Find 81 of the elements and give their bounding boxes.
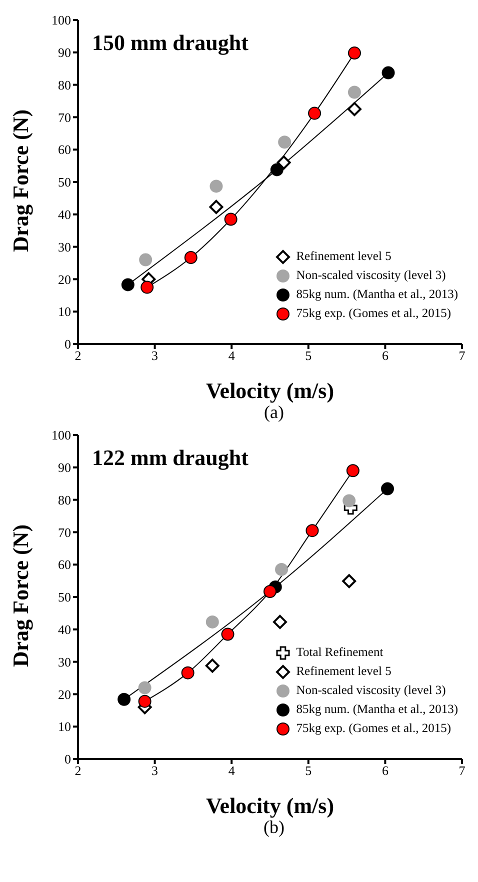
x-tick-label: 3 (152, 348, 158, 364)
y-tick-label: 90 (58, 45, 71, 60)
legend-label: 75kg exp. (Gomes et al., 2015) (296, 305, 452, 322)
x-tick-label: 4 (228, 763, 236, 778)
legend-label: Refinement level 5 (296, 663, 392, 680)
point (348, 46, 361, 60)
y-tick-label: 50 (58, 174, 71, 190)
x-tick-label: 7 (458, 348, 466, 364)
legend-label: Refinement level 5 (296, 248, 392, 265)
point (264, 584, 276, 598)
point (272, 614, 287, 629)
y-tick-label: 10 (58, 719, 71, 734)
x-axis-title: Velocity (m/s) (206, 793, 334, 818)
point (224, 212, 238, 226)
point (140, 280, 154, 294)
y-tick-label: 100 (52, 12, 71, 28)
point (221, 628, 234, 641)
legend-label: Non-scaled viscosity (level 3) (296, 682, 446, 699)
point (275, 562, 288, 576)
y-axis-title: Drag Force (N) (8, 524, 33, 667)
point (342, 574, 356, 588)
y-tick-label: 0 (64, 752, 71, 767)
text: 122 mm draught (92, 445, 248, 471)
point (381, 482, 394, 496)
x-axis-title: Velocity (m/s) (206, 378, 334, 403)
y-tick-label: 30 (58, 654, 71, 670)
text: 150 mm draught (92, 30, 248, 56)
point (308, 106, 322, 120)
legend-label: Non-scaled viscosity (level 3) (296, 267, 446, 284)
x-tick-label: 5 (305, 348, 312, 364)
y-tick-label: 70 (58, 524, 71, 540)
y-tick-label: 100 (52, 428, 71, 443)
point (210, 180, 223, 193)
y-tick-label: 40 (58, 207, 71, 222)
point (278, 136, 292, 149)
y-axis-title: Drag Force (N) (8, 109, 33, 252)
point (121, 278, 134, 292)
y-tick-label: 40 (58, 622, 71, 638)
legend-label: 85kg num. (Mantha et al., 2013) (296, 701, 458, 718)
x-tick-label: 2 (74, 763, 82, 778)
x-tick-label: 2 (74, 348, 82, 364)
y-tick-label: 60 (58, 142, 71, 158)
y-tick-label: 70 (58, 110, 71, 125)
point (206, 615, 219, 628)
point (209, 200, 224, 214)
x-tick-label: 7 (458, 763, 466, 778)
y-tick-label: 60 (58, 557, 71, 572)
y-tick-label: 90 (58, 460, 71, 476)
y-tick-label: 20 (58, 686, 71, 702)
text: (b) (264, 817, 286, 838)
legend-label: Total Refinement (296, 644, 384, 661)
y-tick-label: 0 (64, 336, 71, 352)
legend-label: 85kg num. (Mantha et al., 2013) (296, 286, 458, 303)
text: (a) (264, 402, 285, 423)
y-tick-label: 80 (58, 492, 71, 508)
point (138, 681, 152, 694)
point (138, 694, 152, 708)
point (348, 86, 361, 99)
point (205, 658, 220, 673)
y-tick-label: 30 (58, 239, 71, 254)
point (382, 66, 395, 80)
legend-label: 75kg exp. (Gomes et al., 2015) (296, 720, 452, 737)
point (270, 163, 284, 176)
y-tick-label: 50 (58, 590, 71, 605)
point (276, 156, 291, 170)
point (118, 692, 131, 706)
y-tick-label: 80 (58, 77, 71, 92)
point (181, 666, 194, 680)
x-tick-label: 4 (228, 348, 236, 364)
x-tick-label: 6 (382, 763, 389, 778)
point (139, 253, 152, 266)
point (342, 494, 356, 508)
point (347, 102, 362, 116)
point (346, 464, 360, 478)
x-tick-label: 3 (152, 763, 158, 778)
x-tick-label: 5 (305, 763, 312, 778)
x-tick-label: 6 (382, 348, 389, 364)
point (184, 250, 198, 264)
y-tick-label: 10 (58, 304, 71, 320)
y-tick-label: 20 (58, 272, 71, 287)
point (306, 524, 319, 538)
